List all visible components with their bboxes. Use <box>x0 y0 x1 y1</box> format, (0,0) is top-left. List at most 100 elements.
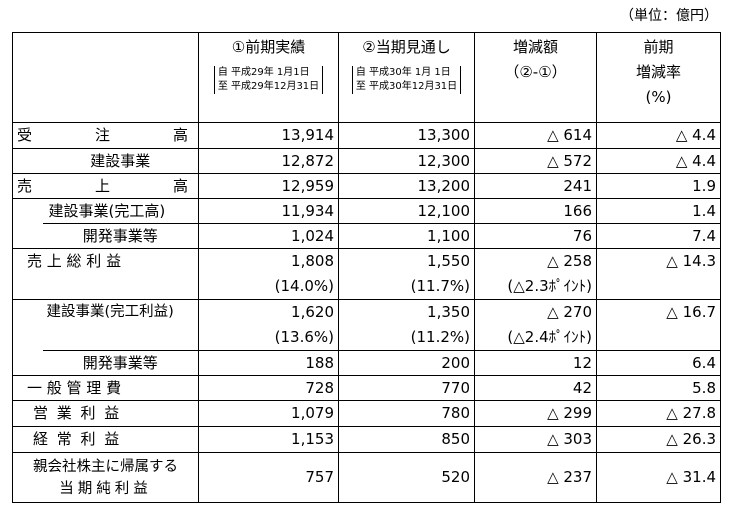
cell-value: 13,200 <box>338 173 475 199</box>
cell-value: 7.4 <box>596 223 721 249</box>
table-row-gross-construction: 建設事業(完工利益) 1,620 1,350 △ 270 △ 16.7 <box>12 299 721 326</box>
cell-empty <box>596 274 721 300</box>
table-row-gross-profit: 売 上 総 利 益 1,808 1,550 △ 258 △ 14.3 <box>12 248 721 275</box>
indent <box>12 350 43 376</box>
cell-value: △ 270 <box>474 299 597 326</box>
cell-value: 1,550 <box>338 248 475 275</box>
row-label: 売 上 総 利 益 <box>12 248 199 275</box>
indent <box>12 148 43 174</box>
cell-value: △ 614 <box>474 122 597 149</box>
table-row-orders: 受注高 13,914 13,300 △ 614 △ 4.4 <box>12 122 721 149</box>
cell-value: △ 26.3 <box>596 426 721 453</box>
cell-value: △ 299 <box>474 400 597 427</box>
table-row-gross-construction-ratio: (13.6%) (11.2%) (△2.4ﾎﾟｲﾝﾄ) <box>12 325 721 351</box>
period-prev: 自 平成29年 1月1日 至 平成29年12月31日 <box>213 66 324 94</box>
cell-value: 12,872 <box>198 148 339 174</box>
table-row-sales-construction: 建設事業(完工高) 11,934 12,100 166 1.4 <box>12 198 721 224</box>
row-label: 建設事業(完工利益) <box>42 299 199 326</box>
row-label: 建設事業(完工高) <box>42 198 199 224</box>
indent <box>12 198 43 224</box>
cell-value: 1,620 <box>198 299 339 326</box>
cell-value: (14.0%) <box>198 274 339 300</box>
table-row-operating-profit: 営 業 利 益 1,079 780 △ 299 △ 27.8 <box>12 400 721 427</box>
row-label-net-income: 親会社株主に帰属する 当期純利益 <box>12 452 199 503</box>
row-label-blank <box>12 274 199 300</box>
cell-value: (△2.4ﾎﾟｲﾝﾄ) <box>474 325 597 351</box>
row-label: 経 常 利 益 <box>12 426 199 453</box>
cell-value: (11.7%) <box>338 274 475 300</box>
cell-value: 6.4 <box>596 350 721 376</box>
cell-value: 850 <box>338 426 475 453</box>
row-label: 開発事業等 <box>42 350 199 376</box>
unit-label: （単位：億円） <box>620 8 718 24</box>
cell-value: 780 <box>338 400 475 427</box>
cell-value: 241 <box>474 173 597 199</box>
row-label-blank <box>42 325 199 351</box>
cell-value: 1.4 <box>596 198 721 224</box>
cell-value: 200 <box>338 350 475 376</box>
table-row-gross-profit-ratio: (14.0%) (11.7%) (△2.3ﾎﾟｲﾝﾄ) <box>12 274 721 300</box>
table-row-sga: 一 般 管 理 費 728 770 42 5.8 <box>12 375 721 401</box>
table-row-ordinary-profit: 経 常 利 益 1,153 850 △ 303 △ 26.3 <box>12 426 721 453</box>
cell-value: △ 4.4 <box>596 148 721 174</box>
cell-value: △ 572 <box>474 148 597 174</box>
table-row-sales: 売上高 12,959 13,200 241 1.9 <box>12 173 721 199</box>
header-row: ①前期実績 自 平成29年 1月1日 至 平成29年12月31日 ②当期見通し … <box>12 32 721 123</box>
cell-value: 12,100 <box>338 198 475 224</box>
cell-value: 166 <box>474 198 597 224</box>
cell-value: (11.2%) <box>338 325 475 351</box>
row-label-sales: 売上高 <box>12 173 199 199</box>
cell-value: △ 27.8 <box>596 400 721 427</box>
cell-value: 1,079 <box>198 400 339 427</box>
cell-value: △ 4.4 <box>596 122 721 149</box>
cell-value: △ 237 <box>474 452 597 503</box>
table-row-orders-construction: 建設事業 12,872 12,300 △ 572 △ 4.4 <box>12 148 721 174</box>
cell-value: 770 <box>338 375 475 401</box>
cell-value: △ 258 <box>474 248 597 275</box>
indent <box>12 223 43 249</box>
cell-empty <box>596 325 721 351</box>
header-blank <box>12 32 199 123</box>
header-change-amount: 増減額 （②-①） <box>474 32 597 123</box>
header-current-forecast: ②当期見通し 自 平成30年 1月 1日 至 平成30年12月31日 <box>338 32 475 123</box>
cell-value: 13,300 <box>338 122 475 149</box>
cell-value: 12,300 <box>338 148 475 174</box>
cell-value: 12 <box>474 350 597 376</box>
cell-value: 1,153 <box>198 426 339 453</box>
cell-value: △ 303 <box>474 426 597 453</box>
indent <box>12 325 43 351</box>
table-row-net-income: 親会社株主に帰属する 当期純利益 757 520 △ 237 △ 31.4 <box>12 452 721 503</box>
cell-value: 5.8 <box>596 375 721 401</box>
cell-value: △ 14.3 <box>596 248 721 275</box>
cell-value: 1,100 <box>338 223 475 249</box>
cell-value: 1,808 <box>198 248 339 275</box>
cell-value: 13,914 <box>198 122 339 149</box>
table-row-gross-development: 開発事業等 188 200 12 6.4 <box>12 350 721 376</box>
cell-value: 520 <box>338 452 475 503</box>
indent <box>12 299 43 326</box>
cell-value: 11,934 <box>198 198 339 224</box>
cell-value: 1,024 <box>198 223 339 249</box>
cell-value: 12,959 <box>198 173 339 199</box>
period-current: 自 平成30年 1月 1日 至 平成30年12月31日 <box>351 66 462 94</box>
cell-value: 1,350 <box>338 299 475 326</box>
row-label: 一 般 管 理 費 <box>12 375 199 401</box>
cell-value: △ 16.7 <box>596 299 721 326</box>
cell-value: (13.6%) <box>198 325 339 351</box>
header-prev-actual: ①前期実績 自 平成29年 1月1日 至 平成29年12月31日 <box>198 32 339 123</box>
cell-value: 76 <box>474 223 597 249</box>
row-label-orders: 受注高 <box>12 122 199 149</box>
cell-value: 188 <box>198 350 339 376</box>
table-row-sales-development: 開発事業等 1,024 1,100 76 7.4 <box>12 223 721 249</box>
row-label: 営 業 利 益 <box>12 400 199 427</box>
financial-table: ①前期実績 自 平成29年 1月1日 至 平成29年12月31日 ②当期見通し … <box>12 32 721 503</box>
cell-value: 1.9 <box>596 173 721 199</box>
cell-value: (△2.3ﾎﾟｲﾝﾄ) <box>474 274 597 300</box>
row-label: 開発事業等 <box>42 223 199 249</box>
row-label: 建設事業 <box>42 148 199 174</box>
cell-value: △ 31.4 <box>596 452 721 503</box>
header-change-rate: 前期 増減率 (%) <box>596 32 721 123</box>
cell-value: 42 <box>474 375 597 401</box>
cell-value: 728 <box>198 375 339 401</box>
cell-value: 757 <box>198 452 339 503</box>
